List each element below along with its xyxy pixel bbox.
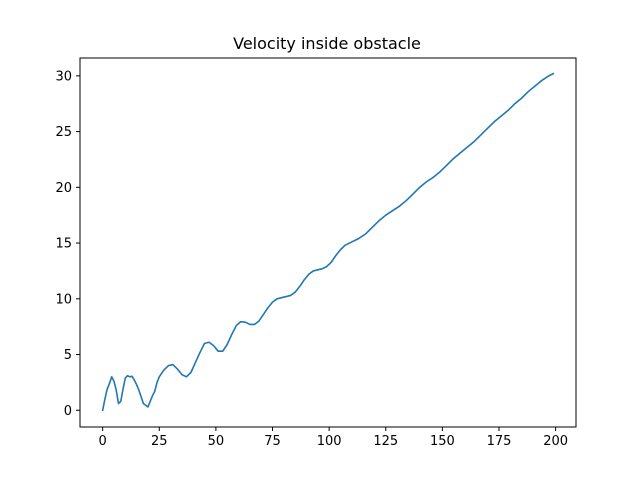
axis-layer: 0 25 50 75 100 125 150 175 200 0 5 10 15 20 25 30 [55, 69, 568, 449]
y-tick-label: 20 [55, 181, 72, 196]
chart-title: Velocity inside obstacle [233, 34, 421, 53]
y-tick-label: 10 [55, 292, 72, 307]
y-tick-label: 0 [64, 404, 72, 419]
x-tick-label: 100 [317, 434, 342, 449]
x-tick-label: 75 [264, 434, 281, 449]
x-tick-label: 175 [487, 434, 512, 449]
plot-frame [79, 57, 577, 428]
x-tick-label: 25 [151, 434, 168, 449]
y-tick-label: 25 [55, 125, 72, 140]
x-tick-label: 0 [99, 434, 107, 449]
plot-layer [101, 72, 555, 412]
y-tick-label: 30 [55, 69, 72, 84]
y-tick-label: 5 [64, 348, 72, 363]
x-tick-label: 200 [543, 434, 568, 449]
y-tick-label: 15 [55, 237, 72, 252]
x-tick-label: 50 [208, 434, 225, 449]
x-tick-label: 125 [373, 434, 398, 449]
series-line-0 [101, 72, 555, 412]
x-tick-label: 150 [430, 434, 455, 449]
